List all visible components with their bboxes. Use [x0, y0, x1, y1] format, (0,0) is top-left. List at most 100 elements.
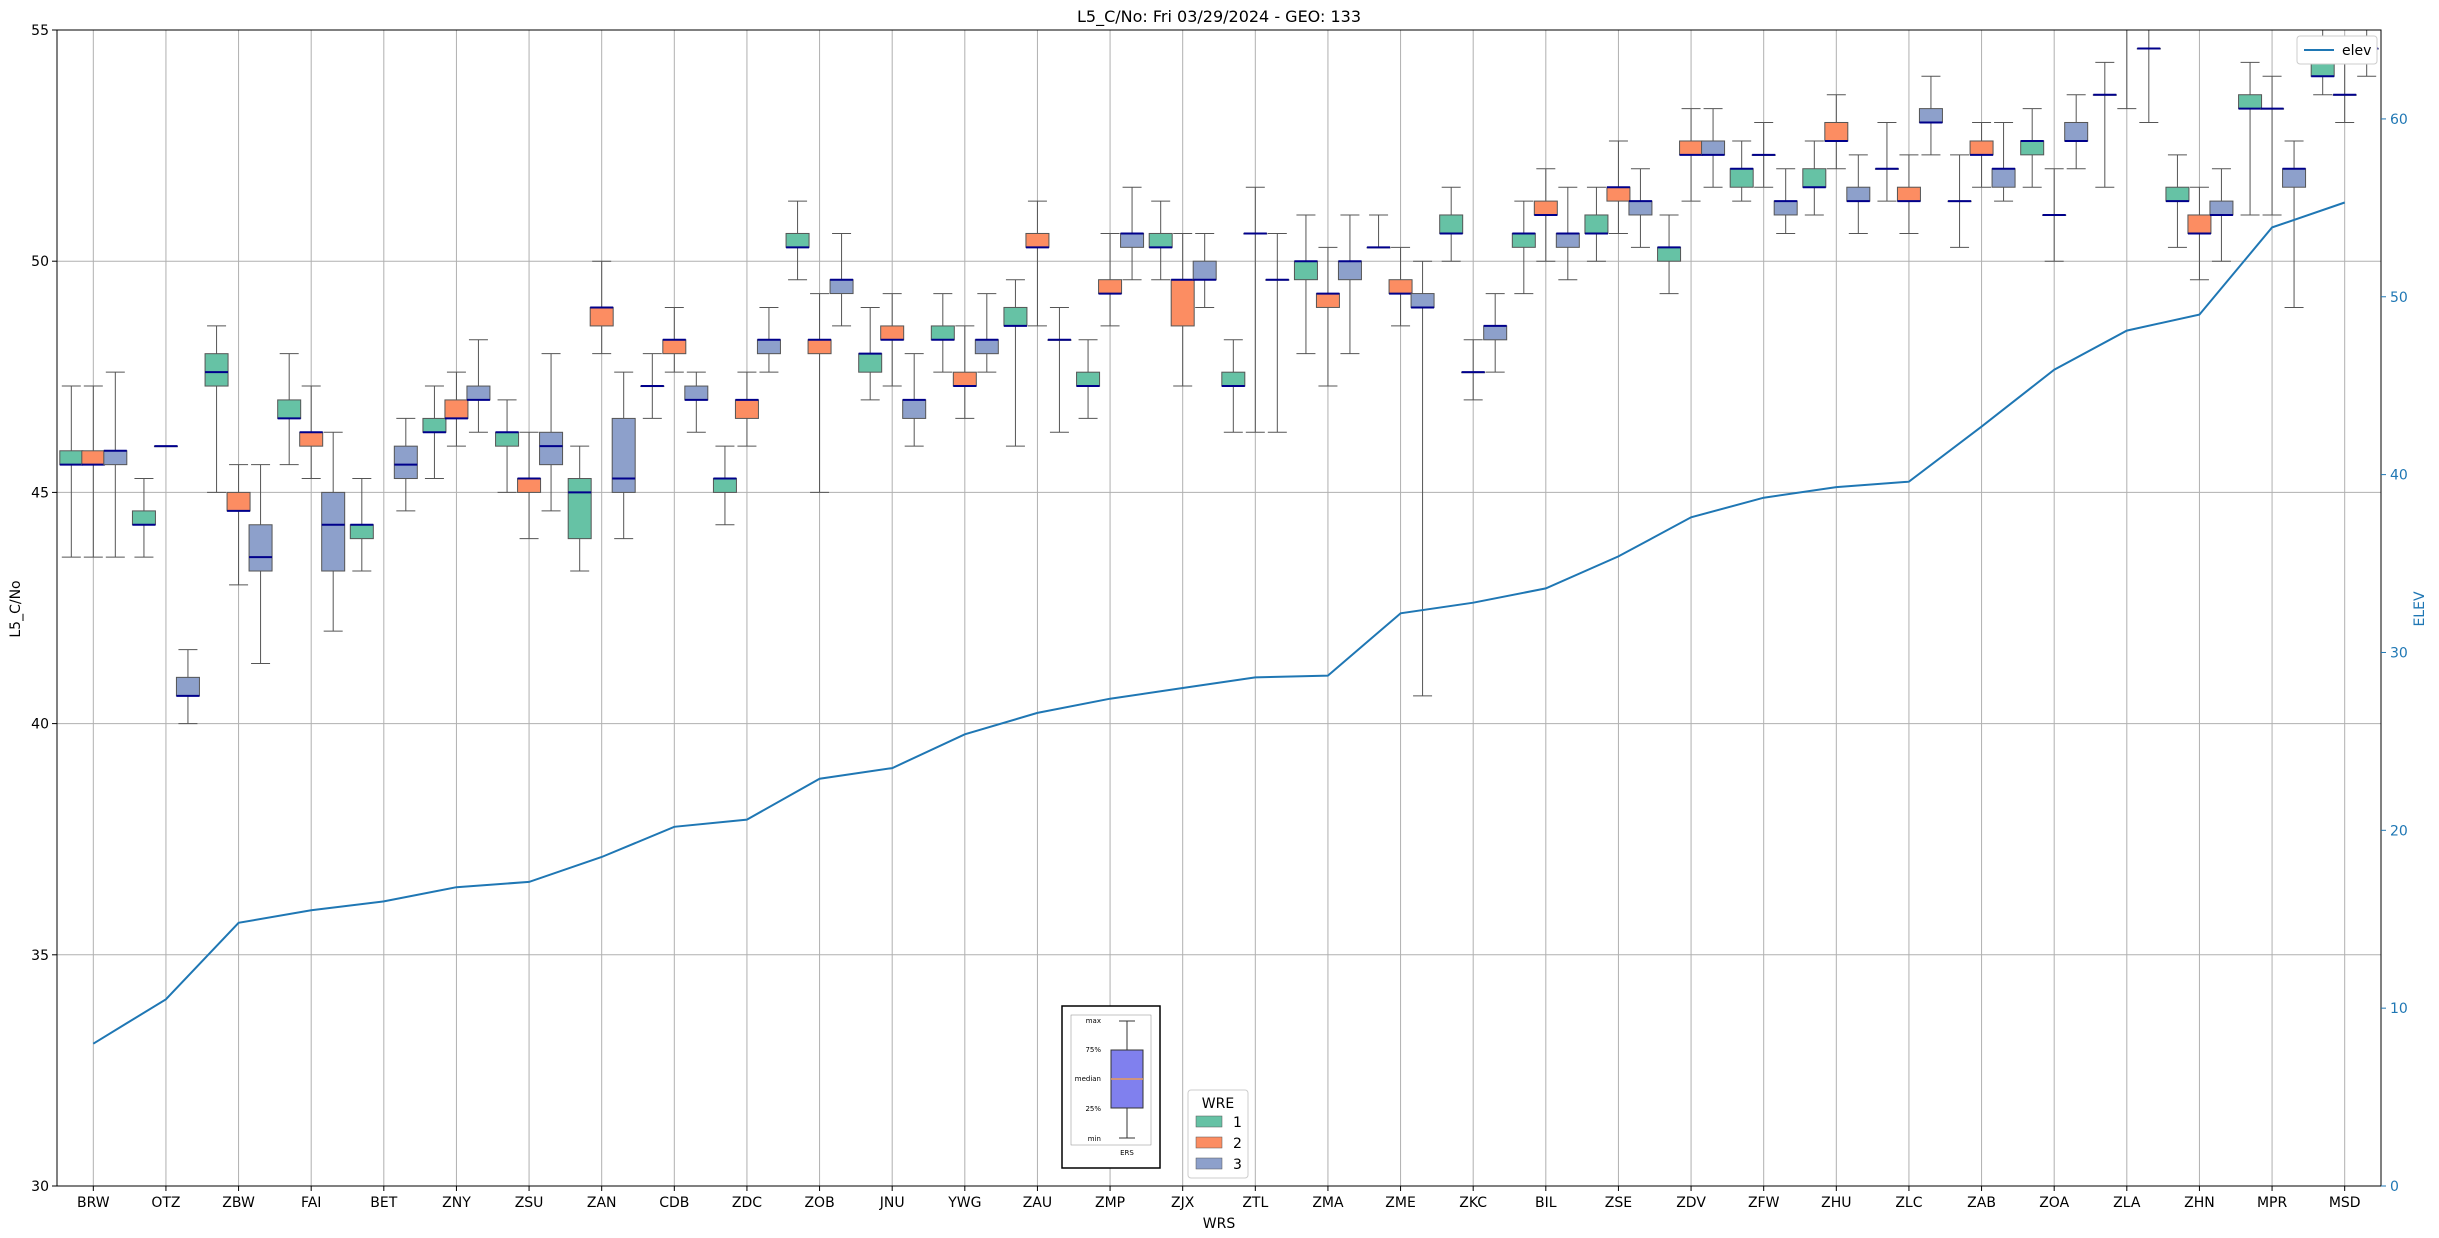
key-label: median	[1075, 1075, 1101, 1083]
box-wre-1	[1003, 306, 1028, 327]
y-tick-label: 35	[31, 948, 49, 964]
box-wre-3	[466, 385, 491, 401]
box-wre-2	[1824, 121, 1849, 142]
box-wre-1	[277, 399, 302, 419]
x-tick-label: ZSU	[515, 1195, 544, 1211]
box-wre-2	[662, 339, 687, 355]
wre-legend-swatch	[1195, 1115, 1223, 1128]
box-wre-3	[393, 445, 418, 480]
y-tick-label: 55	[31, 23, 49, 39]
x-tick-label: ZLA	[2113, 1195, 2141, 1211]
box-wre-2	[1170, 279, 1195, 327]
box-wre-1	[1657, 246, 1682, 262]
box-wre-3	[2282, 168, 2307, 188]
box-wre-2	[880, 325, 905, 341]
box-wre-1	[2165, 186, 2190, 202]
box-wre-2	[807, 339, 832, 355]
x-tick-label: ZBW	[222, 1195, 255, 1211]
box-wre-1	[204, 353, 229, 387]
x-tick-label: ZHU	[1821, 1195, 1851, 1211]
box-wre-3	[103, 450, 128, 466]
x-tick-label: MPR	[2257, 1195, 2288, 1211]
y2-tick-label: 40	[2390, 468, 2408, 484]
x-tick-label: BRW	[77, 1195, 110, 1211]
box-wre-2	[589, 306, 614, 327]
x-tick-label: ZAB	[1967, 1195, 1996, 1211]
x-axis-label: WRS	[1203, 1216, 1236, 1232]
y2-tick-label: 30	[2390, 645, 2408, 661]
wre-legend-swatch	[1195, 1157, 1223, 1170]
x-tick-label: ZOA	[2039, 1195, 2069, 1211]
box-wre-1	[495, 431, 520, 447]
elev-legend-label: elev	[2342, 43, 2371, 59]
box-wre-3	[1918, 108, 1943, 123]
box-wre-3	[1483, 325, 1508, 341]
key-label: min	[1088, 1135, 1101, 1143]
x-tick-label: ZOB	[804, 1195, 834, 1211]
box-wre-2	[1098, 279, 1123, 295]
y2-tick-label: 60	[2390, 112, 2408, 128]
box-wre-1	[422, 417, 447, 433]
wre-legend-label: 2	[1233, 1136, 1242, 1152]
x-tick-label: ZAN	[587, 1195, 617, 1211]
key-label: 75%	[1085, 1046, 1101, 1054]
x-tick-label: ZMP	[1095, 1195, 1125, 1211]
box-wre-1	[1148, 232, 1173, 248]
box-wre-3	[611, 417, 636, 493]
box-wre-2	[81, 450, 106, 466]
box-wre-1	[59, 450, 84, 466]
box-wre-3	[684, 385, 709, 401]
wre-legend-frame	[1187, 1089, 1249, 1179]
box-wre-1	[2020, 140, 2045, 156]
box-wre-3	[248, 524, 273, 572]
wre-legend-title: WRE	[1202, 1096, 1234, 1112]
box-wre-2	[517, 478, 542, 493]
x-tick-label: ZME	[1385, 1195, 1416, 1211]
box-wre-1	[2238, 94, 2263, 110]
box-wre-3	[902, 399, 927, 419]
wre-legend-label: 3	[1233, 1157, 1242, 1173]
box-wre-2	[1896, 186, 1921, 202]
box-wre-3	[2209, 200, 2234, 216]
box-wre-1	[349, 524, 374, 540]
box-wre-2	[1025, 232, 1050, 248]
chart-title: L5_C/No: Fri 03/29/2024 - GEO: 133	[1077, 7, 1361, 27]
elev-legend: elev	[2296, 35, 2378, 65]
x-tick-label: JNU	[879, 1195, 905, 1211]
box-wre-1	[858, 353, 883, 373]
box-wre-3	[1555, 232, 1580, 248]
key-label: max	[1086, 1017, 1101, 1025]
box-wre-1	[567, 478, 592, 540]
plot-area: 30 35 40 45 50 55 0 10 20 30 40 50 60 BRW OTZ ZBW FAI BET…	[31, 23, 2408, 1211]
box-wre-2	[1679, 140, 1704, 156]
box-wre-1	[1802, 168, 1827, 188]
box-wre-1	[1729, 168, 1754, 188]
box-wre-3	[1120, 232, 1145, 248]
box-wre-1	[930, 325, 955, 341]
box-wre-1	[785, 232, 810, 248]
box-wre-1	[1293, 260, 1318, 281]
x-tick-label: ZSE	[1605, 1195, 1632, 1211]
y2-tick-label: 0	[2390, 1179, 2399, 1195]
y-tick-label: 50	[31, 254, 49, 270]
x-tick-label: BET	[370, 1195, 397, 1211]
box-wre-2	[1533, 200, 1558, 216]
box-wre-2	[2187, 214, 2212, 234]
x-tick-label: ZFW	[1748, 1195, 1780, 1211]
wre-legend-label: 1	[1233, 1115, 1242, 1131]
box-wre-2	[952, 371, 977, 387]
y-tick-label: 40	[31, 717, 49, 733]
box-wre-1	[712, 478, 737, 493]
box-wre-3	[175, 676, 200, 697]
box-wre-3	[1192, 260, 1217, 281]
box-wre-3	[1773, 200, 1798, 216]
x-tick-label: ZAU	[1023, 1195, 1052, 1211]
box-wre-3	[829, 279, 854, 295]
y2-tick-label: 50	[2390, 290, 2408, 306]
wre-legend-swatch	[1195, 1136, 1223, 1149]
box-group	[59, 30, 2379, 1045]
y2-axis-label: ELEV	[2412, 591, 2428, 626]
boxplot-key: max 75% median 25% min ERS	[1061, 1005, 1161, 1169]
y-axis-label: L5_C/No	[8, 580, 24, 637]
